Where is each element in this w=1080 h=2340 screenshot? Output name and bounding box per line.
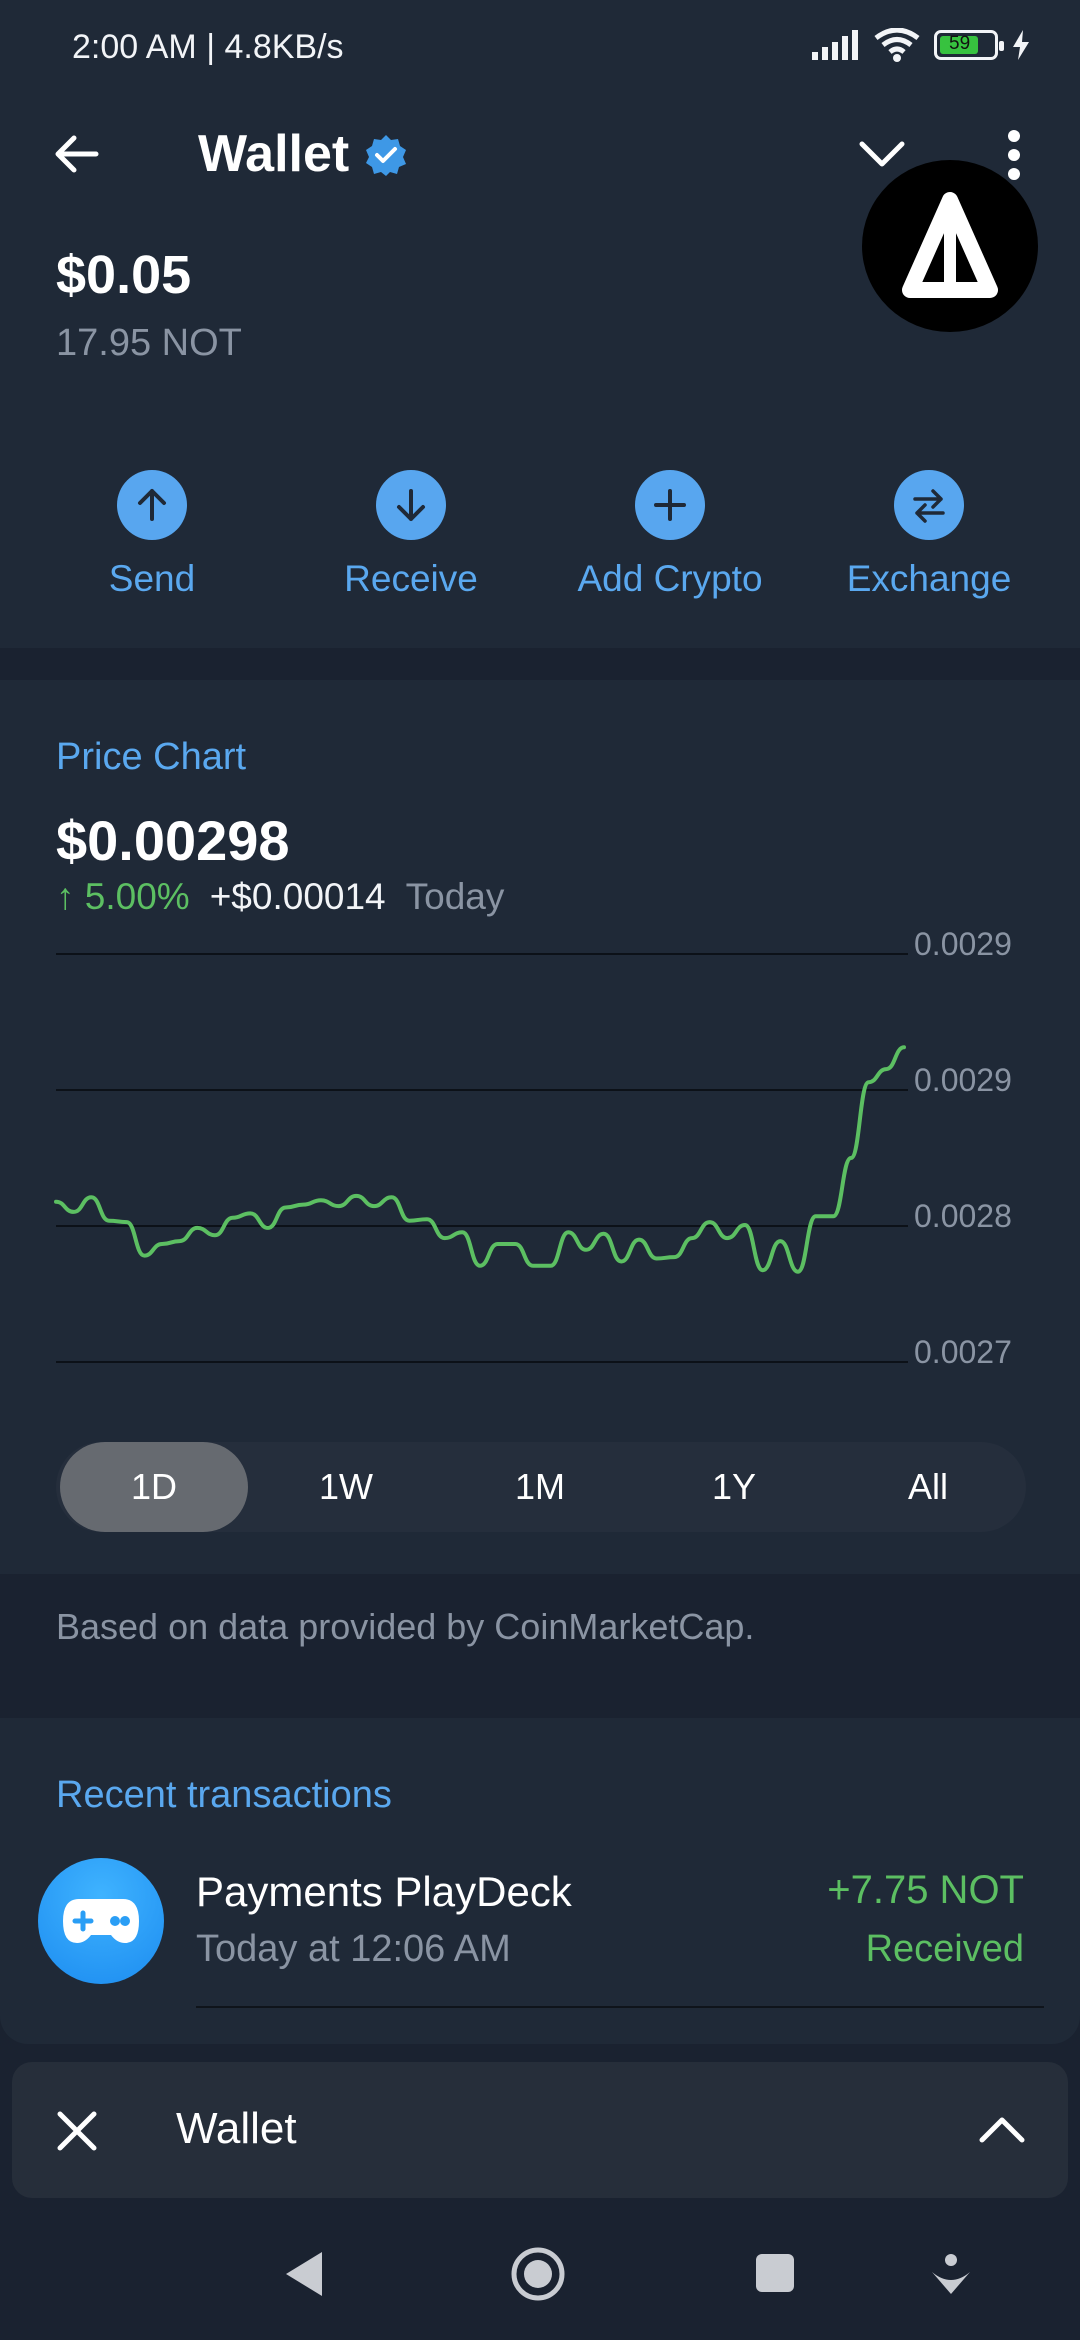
price-chart-title: Price Chart [56,736,247,778]
chevron-down-icon[interactable] [858,138,906,170]
battery-icon: 59 [934,30,1004,60]
arrow-up-icon [117,470,187,540]
receive-button[interactable]: Receive [311,470,511,600]
plus-icon [635,470,705,540]
nav-back-icon[interactable] [282,2248,326,2300]
range-1d-tab[interactable]: 1D [60,1442,248,1532]
exchange-icon [894,470,964,540]
add-crypto-button[interactable]: Add Crypto [570,470,770,600]
change-period: Today [405,876,505,917]
charging-icon [1013,30,1029,60]
transaction-status: Received [865,1928,1024,1970]
not-token-logo [862,160,1038,332]
y-tick-label: 0.0028 [914,1198,1012,1234]
status-time: 2:00 AM | 4.8KB/s [72,28,344,66]
send-button[interactable]: Send [52,470,252,600]
y-tick-label: 0.0027 [914,1334,1012,1370]
battery-level: 59 [949,33,971,54]
page-title: Wallet [198,125,350,183]
mini-app-bar [12,2062,1068,2198]
more-options-icon[interactable] [1000,128,1028,182]
range-1y-tab[interactable]: 1Y [711,1466,757,1507]
mini-app-title: Wallet [176,2104,297,2153]
gamepad-icon [38,1858,164,1984]
transaction-name: Payments PlayDeck [196,1868,572,1915]
exchange-button[interactable]: Exchange [829,470,1029,600]
change-absolute: +$0.00014 [209,876,386,917]
balance-token: 17.95 NOT [56,322,242,364]
balance-usd: $0.05 [56,245,192,305]
signal-icon [812,30,858,60]
back-arrow-icon[interactable] [52,130,100,178]
range-all-tab[interactable]: All [907,1466,948,1507]
nav-recents-icon[interactable] [754,2252,796,2294]
divider [196,2006,1044,2008]
wifi-icon [874,28,920,62]
change-percent: ↑ 5.00% [56,876,190,917]
transactions-title: Recent transactions [56,1774,392,1816]
verified-badge-icon [366,135,406,176]
transaction-time: Today at 12:06 AM [196,1928,511,1970]
price-series-line [54,1045,906,1274]
nav-assistant-icon[interactable] [928,2252,974,2296]
arrow-down-icon [376,470,446,540]
price-change-row: ↑ 5.00% +$0.00014 Today [56,876,504,918]
status-icons: 59 [812,28,1030,62]
send-label: Send [108,558,196,599]
y-tick-label: 0.0029 [914,926,1012,962]
current-price: $0.00298 [56,809,290,872]
y-tick-label: 0.0029 [914,1062,1012,1098]
chevron-up-icon[interactable] [978,2114,1026,2146]
close-icon[interactable] [56,2110,98,2152]
price-line-chart [54,953,908,1363]
price-chart-card [0,680,1080,1574]
range-1m-tab[interactable]: 1M [514,1466,565,1507]
range-1w-tab[interactable]: 1W [319,1466,373,1507]
data-source-note: Based on data provided by CoinMarketCap. [56,1606,755,1647]
transaction-amount: +7.75 NOT [827,1868,1024,1912]
nav-home-icon[interactable] [510,2246,566,2302]
transactions-card [0,1718,1080,2044]
exchange-label: Exchange [846,558,1012,599]
add-crypto-label: Add Crypto [577,558,763,599]
receive-label: Receive [344,558,478,599]
